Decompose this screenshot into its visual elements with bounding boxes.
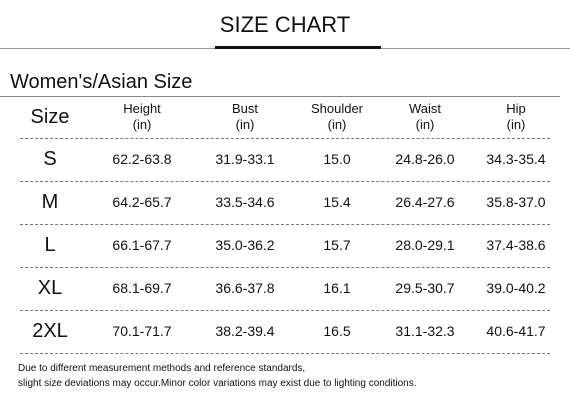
cell: XL: [37, 276, 63, 299]
cell: 29.5-30.7: [395, 279, 455, 296]
cell: 15.0: [323, 150, 351, 167]
cell: 38.2-39.4: [215, 322, 275, 339]
cell: 35.8-37.0: [486, 193, 546, 210]
column-header: Height: [123, 101, 161, 116]
cell: 37.4-38.6: [486, 236, 546, 253]
note: slight size deviations may occur.Minor c…: [18, 378, 417, 389]
row-divider: [20, 181, 550, 182]
cell: 28.0-29.1: [395, 236, 455, 253]
column-header: Waist: [408, 101, 442, 116]
cell: 70.1-71.7: [112, 322, 172, 339]
row-divider: [20, 310, 550, 311]
cell: 66.1-67.7: [112, 236, 172, 253]
cell: 64.2-65.7: [112, 193, 172, 210]
subtitle: Women's/Asian Size: [10, 71, 193, 93]
column-header: Size: [30, 106, 70, 128]
cell: 31.9-33.1: [215, 150, 275, 167]
cell: 15.7: [323, 236, 351, 253]
cell: 34.3-35.4: [486, 150, 546, 167]
cell: 24.8-26.0: [395, 150, 455, 167]
title-underline: [215, 46, 381, 49]
title: SIZE CHART: [219, 12, 351, 37]
column-unit: (in): [415, 117, 435, 132]
column-header: Shoulder: [310, 101, 364, 116]
cell: 33.5-34.6: [215, 193, 275, 210]
column-header: Hip: [506, 101, 526, 116]
cell: 62.2-63.8: [112, 150, 172, 167]
cell: 40.6-41.7: [486, 322, 546, 339]
note: Due to different measurement methods and…: [18, 363, 306, 374]
cell: 16.5: [323, 322, 351, 339]
divider: [0, 96, 560, 97]
row-divider: [20, 224, 550, 225]
row-divider: [20, 353, 550, 354]
cell: 2XL: [32, 319, 68, 342]
column-unit: (in): [132, 117, 152, 132]
cell: L: [44, 233, 56, 256]
column-header: Bust: [231, 101, 259, 116]
cell: 31.1-32.3: [395, 322, 455, 339]
cell: 15.4: [323, 193, 351, 210]
cell: 36.6-37.8: [215, 279, 275, 296]
column-unit: (in): [327, 117, 347, 132]
column-unit: (in): [506, 117, 526, 132]
cell: M: [41, 190, 59, 213]
cell: 16.1: [323, 279, 351, 296]
cell: 26.4-27.6: [395, 193, 455, 210]
cell: 39.0-40.2: [486, 279, 546, 296]
row-divider: [20, 267, 550, 268]
cell: 35.0-36.2: [215, 236, 275, 253]
column-unit: (in): [235, 117, 255, 132]
cell: 68.1-69.7: [112, 279, 172, 296]
row-divider: [20, 138, 550, 139]
cell: S: [43, 147, 57, 170]
